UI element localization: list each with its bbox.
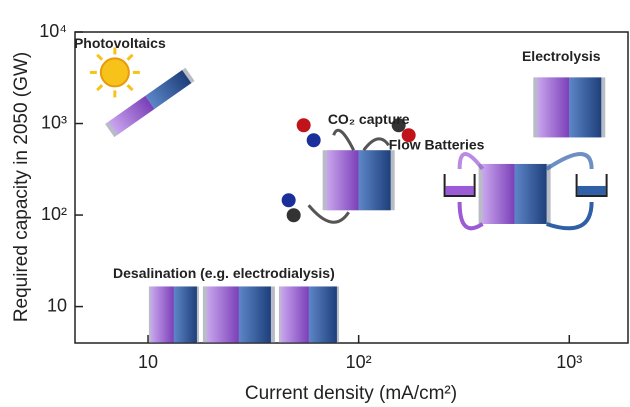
flow-arrow [547,154,592,169]
molecule [287,208,301,222]
flow-arrow [547,202,592,228]
cell-purple [281,286,309,342]
x-tick-label: 10 [138,352,158,372]
technology-label: Flow Batteries [389,137,485,153]
cell-blue [145,70,191,109]
technology-label: CO₂ capture [328,111,410,127]
technology-label: Electrolysis [522,48,601,64]
sun-ray [128,85,133,90]
sun [90,47,140,97]
y-tick-label: 10 [47,295,67,315]
x-axis-label: Current density (mA/cm²) [245,383,457,404]
molecule [307,133,321,147]
sun-ray [97,55,102,60]
cell-blue [515,164,547,224]
technology-cell [479,164,551,224]
technology-cell [203,286,275,342]
tank-fluid [446,186,474,195]
tank-fluid [578,186,606,195]
cell-blue [174,286,197,342]
sun-disc [101,58,129,86]
technology-cell [533,77,605,137]
y-tick-label: 10² [41,204,67,224]
cell-purple [483,164,515,224]
capture-arrow [364,139,389,150]
cell-purple [151,286,174,342]
x-tick-label: 10³ [556,352,582,372]
cell-blue [239,286,271,342]
flow-arrow [460,154,483,169]
sun-ray [97,85,102,90]
x-tick-label: 10² [346,352,372,372]
cell-purple [327,150,359,210]
technology-cell [323,150,395,210]
technology-label: Desalination (e.g. electrodialysis) [113,265,335,281]
chart: Current density (mA/cm²) Required capaci… [0,0,630,407]
cell-blue [569,77,601,137]
molecule [282,193,296,207]
y-tick-label: 10⁴ [39,21,67,41]
cell-blue [309,286,337,342]
cell-purple [537,77,569,137]
molecule [297,118,311,132]
cell-blue [359,150,391,210]
cell-purple [108,96,154,135]
y-axis-label: Required capacity in 2050 (GW) [11,52,32,322]
cell-purple [207,286,239,342]
capture-arrow [334,130,354,150]
sun-ray [128,55,133,60]
technology-label: Photovoltaics [74,35,166,51]
y-tick-label: 10³ [41,112,67,132]
